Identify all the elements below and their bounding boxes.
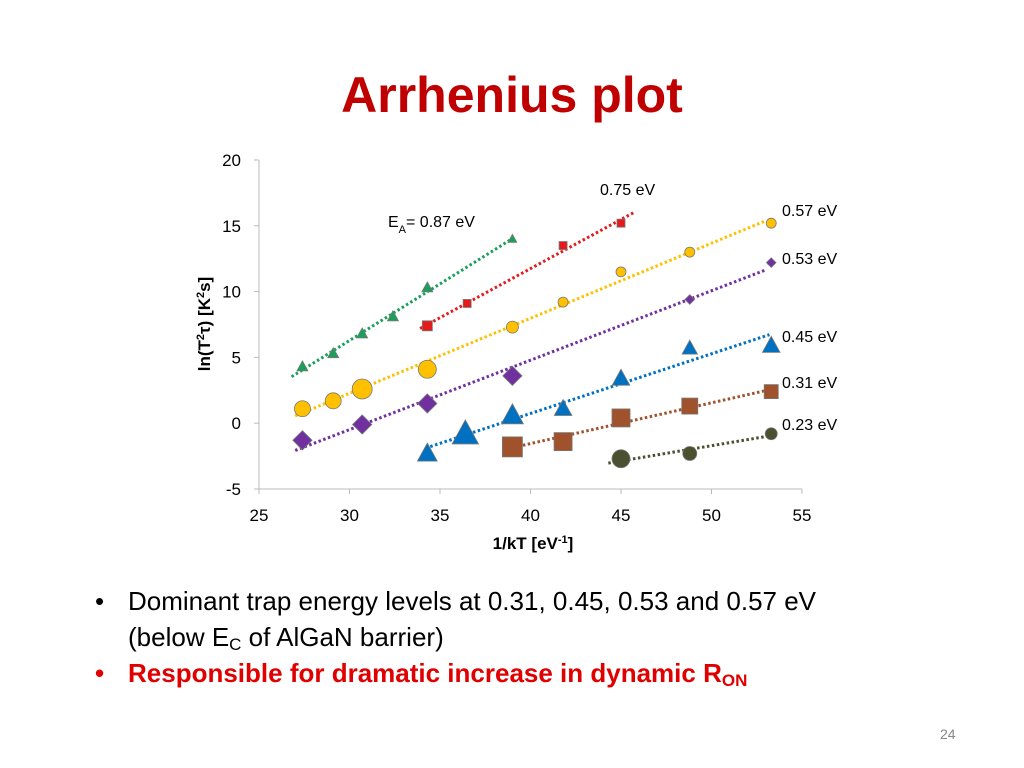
subscript: ON	[721, 671, 748, 690]
series-0-31-eV: 0.31 eV	[501, 375, 837, 458]
data-point-diamond	[684, 294, 696, 305]
data-point-square	[501, 436, 523, 458]
x-axis-label: 1/kT [eV-1]	[493, 534, 574, 553]
data-point-circle	[615, 266, 627, 278]
series-0-23-eV: 0.23 eV	[608, 417, 837, 469]
y-tick-label: 5	[232, 348, 241, 367]
data-point-triangle	[611, 368, 631, 386]
data-point-triangle	[507, 233, 518, 243]
x-tick-label: 40	[521, 506, 540, 525]
x-tick-label: 25	[250, 506, 269, 525]
data-point-circle	[294, 400, 311, 418]
trendline	[419, 211, 635, 330]
data-point-diamond	[292, 430, 313, 451]
bullet-marker: •	[95, 586, 105, 616]
trendline	[425, 333, 770, 450]
data-point-square	[421, 320, 433, 332]
y-tick-label: 15	[222, 217, 241, 236]
slide-title: Arrhenius plot	[341, 67, 683, 123]
data-point-diamond	[765, 257, 777, 269]
bullet-text-line2: (below E	[128, 622, 230, 652]
data-point-triangle	[681, 339, 699, 355]
bullet-marker: •	[95, 658, 105, 688]
data-point-circle	[351, 378, 373, 400]
data-point-diamond	[352, 414, 373, 435]
y-tick-label: 20	[222, 151, 241, 170]
data-point-circle	[611, 449, 631, 469]
series-0-75-eV: 0.75 eV	[419, 182, 655, 332]
data-point-circle	[324, 392, 342, 410]
series-label: 0.23 eV	[782, 417, 837, 434]
bullet-item-2: • Responsible for dramatic increase in d…	[95, 655, 975, 691]
series-label: 0.75 eV	[600, 182, 655, 199]
series-0-53-eV: 0.53 eV	[292, 251, 837, 452]
data-point-triangle	[421, 281, 434, 293]
trendline	[503, 388, 770, 452]
data-point-square	[558, 241, 568, 250]
bullet-list: • Dominant trap energy levels at 0.31, 0…	[95, 583, 975, 691]
data-point-circle	[684, 246, 696, 258]
data-point-diamond	[502, 365, 523, 386]
series-0-87-eV: EA= 0.87 eV	[290, 214, 518, 379]
x-tick-label: 30	[340, 506, 359, 525]
series-0-57-eV: 0.57 eV	[294, 203, 837, 418]
data-point-circle	[764, 427, 778, 441]
data-point-circle	[765, 217, 777, 229]
data-point-square	[681, 397, 699, 415]
bullet-text: Dominant trap energy levels at 0.31, 0.4…	[128, 586, 817, 616]
x-tick-label: 50	[702, 506, 721, 525]
x-tick-label: 35	[431, 506, 450, 525]
data-point-circle	[506, 320, 519, 334]
series-label: 0.57 eV	[782, 203, 837, 220]
y-axis-label: ln(T2τ) [K2s]	[195, 277, 214, 371]
data-point-circle	[682, 446, 698, 461]
data-point-triangle	[500, 402, 525, 425]
x-tick-label: 55	[793, 506, 812, 525]
bullet-item-1: • Dominant trap energy levels at 0.31, 0…	[95, 583, 975, 655]
data-point-triangle	[761, 335, 781, 353]
x-tick-label: 45	[612, 506, 631, 525]
data-point-triangle	[416, 442, 438, 462]
data-point-square	[763, 384, 779, 400]
y-tick-label: 0	[232, 414, 241, 433]
data-point-triangle	[451, 419, 480, 445]
y-tick-label: -5	[226, 480, 241, 499]
series-label: 0.45 eV	[782, 329, 837, 346]
data-point-triangle	[553, 398, 573, 416]
series-label: 0.31 eV	[782, 375, 837, 392]
data-point-circle	[417, 359, 437, 379]
data-point-triangle	[355, 327, 369, 339]
data-point-square	[462, 299, 472, 308]
page-number: 24	[940, 726, 956, 742]
bullet-text: Responsible for dramatic increase in dyn…	[128, 658, 722, 688]
data-point-triangle	[296, 360, 309, 372]
data-point-circle	[557, 296, 569, 308]
y-tick-label: 10	[222, 283, 241, 302]
data-point-square	[611, 408, 631, 428]
series-0-45-eV: 0.45 eV	[416, 329, 837, 462]
data-point-triangle	[386, 310, 400, 322]
data-point-square	[553, 432, 573, 452]
subscript: C	[229, 635, 242, 654]
trendline	[290, 236, 516, 379]
series-label: EA= 0.87 eV	[388, 214, 475, 236]
data-point-square	[616, 218, 626, 228]
data-point-diamond	[417, 393, 438, 414]
data-point-triangle	[327, 346, 340, 359]
bullet-text-line2-end: of AlGaN barrier)	[241, 622, 444, 652]
series-label: 0.53 eV	[782, 251, 837, 268]
